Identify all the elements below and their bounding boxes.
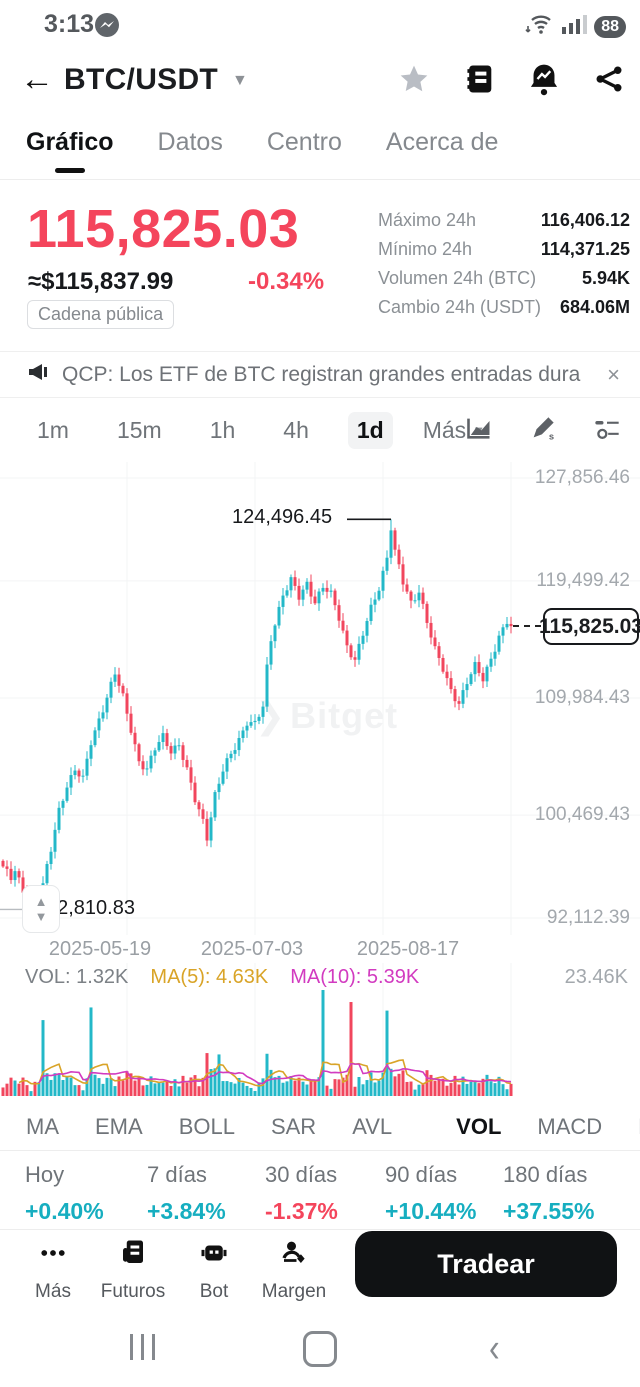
y-axis-label: 100,469.43: [534, 804, 630, 826]
bitget-watermark: ❯ Bitget: [255, 695, 399, 736]
news-headline: QCP: Los ETF de BTC registran grandes en…: [62, 362, 582, 386]
battery-icon: 88: [594, 15, 626, 38]
news-ticker[interactable]: QCP: Los ETF de BTC registran grandes en…: [0, 351, 640, 398]
ellipsis-icon: [36, 1238, 70, 1273]
trade-button[interactable]: Tradear: [355, 1231, 617, 1297]
wifi-arrows-icon: [524, 12, 554, 41]
bottom-bar-label: Bot: [199, 1281, 229, 1302]
y-axis-label: 92,112.39: [546, 907, 630, 928]
indicator-ema[interactable]: EMA: [95, 1114, 143, 1139]
bottom-bar-label: Más: [35, 1281, 71, 1302]
current-price-box: 115,825.03: [539, 608, 640, 646]
performance-hoy: Hoy +0.40%: [25, 1162, 104, 1224]
performance-30-días: 30 días -1.37%: [265, 1162, 338, 1224]
y-axis-label: 109,984.43: [534, 686, 630, 708]
change-24h: -0.34%: [248, 268, 325, 295]
bot-icon: [197, 1238, 231, 1273]
indicator-settings-icon[interactable]: [592, 414, 622, 447]
indicator-vol[interactable]: VOL: [456, 1114, 502, 1139]
indicator-tabs: MA EMA BOLL SAR AVL VOL MACD K: [0, 1104, 640, 1151]
stats-24h: Máximo 24h 116,406.12 Mínimo 24h 114,371.25…: [378, 210, 630, 326]
indicator-k[interactable]: K: [638, 1114, 640, 1140]
y-axis-label: 127,856.46: [534, 467, 630, 488]
tab-datos[interactable]: Datos: [157, 128, 223, 156]
timeframe-15m[interactable]: 15m: [116, 416, 162, 443]
bottom-bar-margin[interactable]: Margen: [256, 1238, 332, 1303]
stat-row: Volumen 24h (BTC) 5.94K: [378, 268, 630, 288]
volume-chart[interactable]: [0, 963, 640, 1104]
signal-bars-icon: [561, 12, 588, 41]
price-alert-bell-icon[interactable]: [528, 62, 560, 101]
candlestick-chart[interactable]: [0, 462, 640, 935]
fiat-equivalent: ≈$115,837.99: [28, 268, 174, 295]
current-price-dash: [513, 625, 541, 628]
timeframe-4h[interactable]: 4h: [283, 416, 309, 443]
timeframe-1m[interactable]: 1m: [37, 416, 69, 443]
stat-row: Mínimo 24h 114,371.25: [378, 239, 630, 259]
back-icon[interactable]: ‹: [489, 1325, 500, 1371]
bottom-bar-label: Margen: [261, 1281, 327, 1302]
tab-grafico[interactable]: Gráfico: [26, 128, 114, 173]
vol-ma10-value: MA(10): 5.39K: [290, 966, 420, 988]
favorite-star-icon[interactable]: [398, 63, 430, 100]
timeframe-1h[interactable]: 1h: [209, 416, 236, 443]
close-icon[interactable]: ×: [607, 361, 620, 387]
indicator-avl[interactable]: AVL: [352, 1114, 393, 1139]
x-axis-label: 2025-08-17: [356, 938, 460, 960]
status-bar: 3:13 88: [0, 0, 640, 46]
share-icon[interactable]: [594, 63, 624, 100]
draw-tools-icon[interactable]: s: [528, 414, 558, 447]
home-icon[interactable]: [303, 1331, 337, 1367]
performance-90-días: 90 días +10.44%: [385, 1162, 477, 1224]
high-annotation: 124,496.45: [232, 506, 333, 529]
stat-row: Máximo 24h 116,406.12: [378, 210, 630, 230]
messenger-icon: [94, 12, 120, 43]
performance-180-días: 180 días +37.55%: [503, 1162, 595, 1224]
x-axis-label: 2025-05-19: [48, 938, 152, 960]
bottom-bar-bot[interactable]: Bot: [176, 1238, 252, 1303]
indicator-macd[interactable]: MACD: [537, 1114, 603, 1139]
margin-icon: [277, 1238, 311, 1273]
recents-icon[interactable]: [130, 1334, 155, 1360]
clock: 3:13: [44, 10, 95, 38]
indicator-boll[interactable]: BOLL: [178, 1114, 235, 1139]
vol-ma5-value: MA(5): 4.63K: [150, 966, 269, 988]
stat-row: Cambio 24h (USDT) 684.06M: [378, 297, 630, 317]
y-axis-label: 119,499.42: [536, 569, 630, 591]
bottom-bar-futures[interactable]: Futuros: [95, 1238, 171, 1303]
indicator-sar[interactable]: SAR: [270, 1114, 317, 1139]
performance-7-días: 7 días +3.84%: [147, 1162, 226, 1224]
indicator-ma[interactable]: MA: [26, 1114, 59, 1139]
back-button[interactable]: ←: [20, 60, 54, 98]
futures-icon: [116, 1238, 150, 1273]
public-chain-badge[interactable]: Cadena pública: [27, 300, 175, 329]
svg-text:s: s: [549, 432, 554, 442]
orderbook-icon[interactable]: [464, 63, 494, 100]
x-axis-label: 2025-07-03: [200, 938, 304, 960]
chart-style-icon[interactable]: [464, 414, 494, 447]
low-annotation: 92,810.83: [46, 897, 135, 920]
volume-scale-label: 23.46K: [564, 966, 628, 988]
tab-acerca[interactable]: Acerca de: [385, 128, 499, 156]
volume-header: VOL: 1.32K MA(5): 4.63K MA(10): 5.39K: [25, 966, 419, 989]
bottom-bar-label: Futuros: [100, 1281, 166, 1302]
timeframe-1d[interactable]: 1d: [347, 411, 393, 449]
pair-caret-icon[interactable]: ▼: [232, 72, 248, 89]
tab-centro[interactable]: Centro: [266, 128, 342, 156]
bottom-bar-more[interactable]: Más: [15, 1238, 91, 1303]
vol-value: VOL: 1.32K: [25, 966, 129, 988]
pair-title[interactable]: BTC/USDT: [64, 63, 219, 96]
last-price: 115,825.03: [27, 199, 300, 259]
megaphone-icon: [26, 361, 50, 388]
scale-toggle-button[interactable]: ▲ ▼: [22, 885, 60, 934]
page-tabs: Gráfico Datos Centro Acerca de: [26, 128, 498, 173]
